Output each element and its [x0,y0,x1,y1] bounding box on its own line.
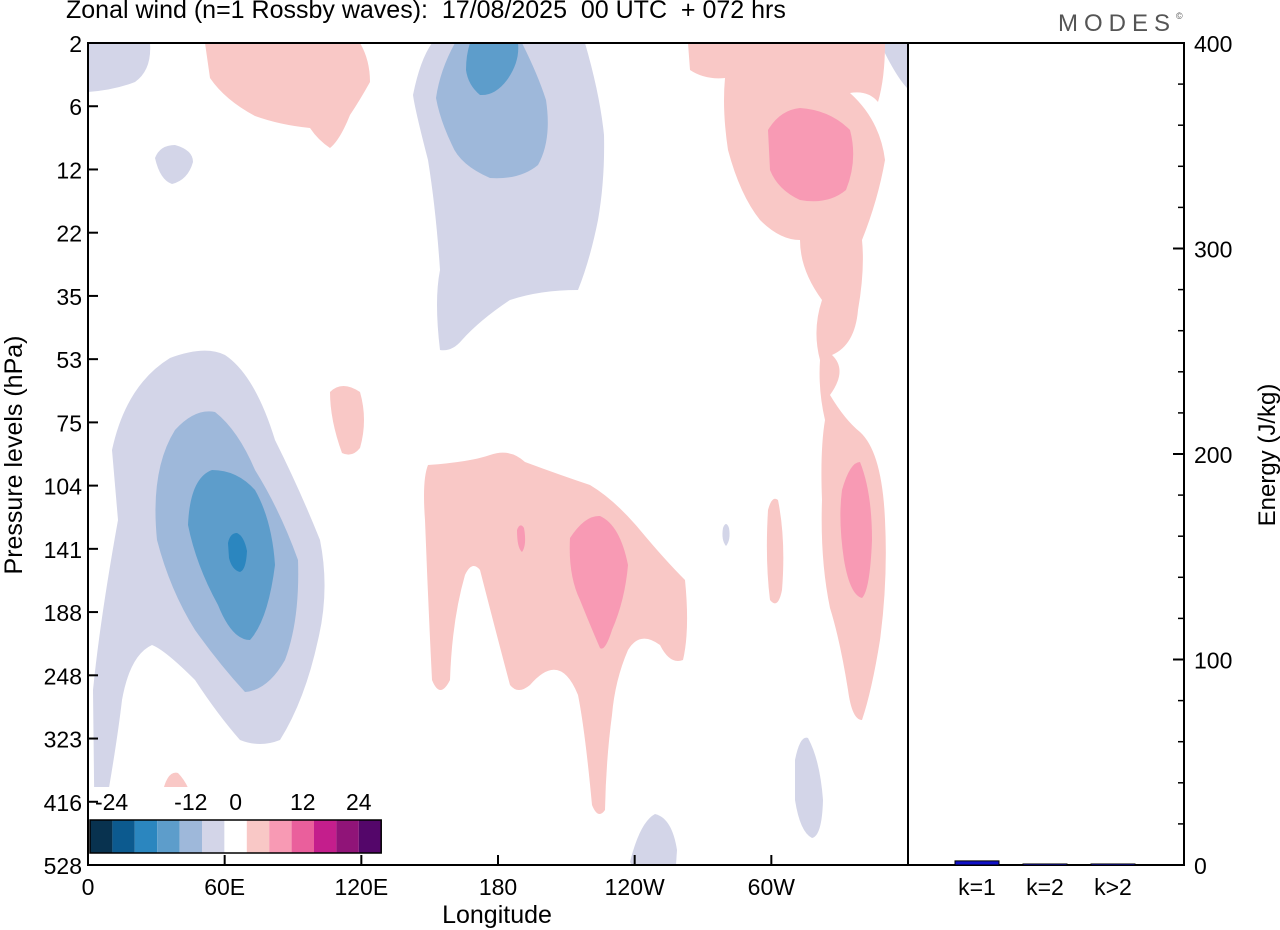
colorbar-swatch [134,820,158,853]
colorbar-label: -24 [95,789,128,815]
y-tick-label: 188 [44,600,82,626]
chart-title: Zonal wind (n=1 Rossby waves): 17/08/202… [66,0,786,24]
colorbar: -24 -12 0 12 24 [84,787,387,865]
colorbar-swatch [179,820,202,853]
x-tick-label: 60W [748,874,796,900]
colorbar-swatch [269,820,292,853]
negative-anomaly-upper [413,43,605,351]
y-tick-label: 248 [44,663,82,689]
energy-bar [954,860,1000,866]
x-tick-label: 120E [334,874,388,900]
x-tick-label: 180 [479,874,517,900]
y-tick-label: 6 [69,94,82,120]
energy-panel-frame [907,42,1185,866]
hovmoller-panel [88,43,907,865]
energy-bar [1090,863,1136,866]
x-axis-label: Longitude [442,901,552,929]
energy-category-label: k>2 [1094,874,1132,900]
energy-tick-label: 200 [1194,442,1232,468]
y-tick-label: 2 [69,31,82,57]
energy-tick-label: 100 [1194,648,1232,674]
y-tick-label: 22 [56,221,82,247]
modes-logo: MODES© [1058,10,1183,37]
energy-category-label: k=2 [1026,874,1064,900]
colorbar-label: 0 [229,789,242,815]
colorbar-label: 12 [290,789,316,815]
x-tick-label: 0 [82,874,95,900]
colorbar-swatch [291,820,314,853]
colorbar-swatch [358,820,382,853]
energy-tick-label: 300 [1194,237,1232,263]
negative-anomaly-west [93,350,325,865]
y-tick-label: 528 [44,853,82,879]
colorbar-swatch [224,820,247,853]
y-tick-label: 53 [56,347,82,373]
colorbar-swatch [157,820,180,853]
colorbar-outline [89,819,382,854]
y-tick-label: 141 [44,537,82,563]
energy-tick-label: 0 [1194,853,1207,879]
y-tick-label: 75 [56,410,82,436]
x-tick-label: 60E [204,874,245,900]
x-tick-label: 120W [605,874,665,900]
negative-anomaly-small [88,43,907,865]
colorbar-swatch [314,820,337,853]
y-axis-label: Pressure levels (hPa) [0,336,28,575]
colorbar-label: 24 [346,789,372,815]
energy-axis-label: Energy (J/kg) [1254,384,1280,527]
positive-anomaly-center [424,452,688,814]
positive-anomaly-east [688,43,886,720]
energy-bar [1022,863,1068,866]
colorbar-swatch [202,820,225,853]
y-tick-label: 104 [44,474,83,500]
y-tick-label: 416 [44,790,82,816]
colorbar-swatch [336,820,359,853]
energy-tick-label: 400 [1194,31,1232,57]
y-tick-label: 35 [56,284,82,310]
colorbar-label: -12 [174,789,207,815]
colorbar-swatch [112,820,135,853]
y-tick-label: 12 [56,157,82,183]
colorbar-swatch [90,820,113,853]
colorbar-swatch [246,820,270,853]
energy-category-label: k=1 [958,874,996,900]
y-tick-label: 323 [44,727,82,753]
